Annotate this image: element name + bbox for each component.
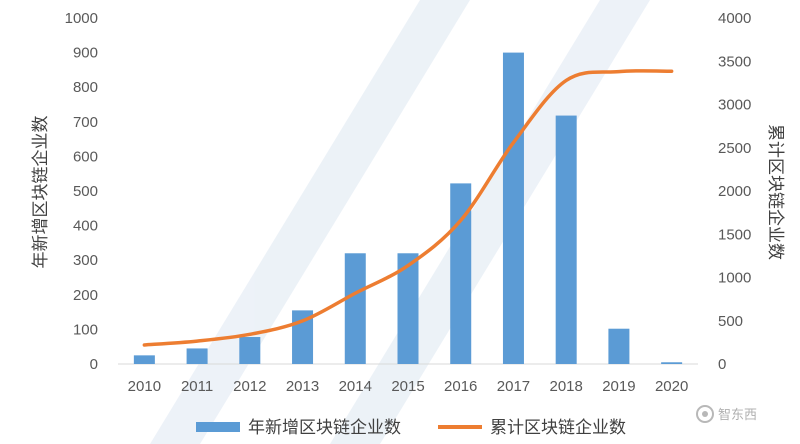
left-tick-label: 200 (73, 287, 98, 304)
left-tick-label: 900 (73, 45, 98, 62)
right-tick-label: 1000 (718, 270, 751, 287)
x-tick-label: 2017 (497, 378, 530, 395)
left-tick-label: 800 (73, 79, 98, 96)
left-tick-label: 300 (73, 252, 98, 269)
left-tick-label: 1000 (65, 10, 98, 27)
right-tick-label: 0 (718, 356, 726, 373)
bar (239, 337, 261, 364)
left-tick-label: 600 (73, 148, 98, 165)
bar (133, 355, 155, 364)
right-tick-label: 3000 (718, 97, 751, 114)
x-tick-label: 2011 (181, 378, 213, 395)
left-tick-label: 400 (73, 218, 98, 235)
bar (661, 362, 683, 364)
left-tick-label: 0 (90, 356, 98, 373)
bar (186, 348, 208, 364)
x-tick-label: 2016 (444, 378, 477, 395)
bar (397, 253, 419, 364)
legend: 年新增区块链企业数 累计区块链企业数 (196, 418, 626, 438)
bar (502, 52, 524, 364)
right-tick-label: 2500 (718, 140, 751, 157)
legend-swatch-bar (196, 422, 240, 432)
watermark-label: 智东西 (718, 408, 757, 423)
right-tick-label: 500 (718, 313, 743, 330)
x-tick-label: 2018 (549, 378, 582, 395)
x-tick-label: 2014 (339, 378, 372, 395)
right-tick-label: 3500 (718, 53, 751, 70)
zhidx-logo-icon (696, 405, 714, 423)
left-tick-label: 100 (73, 321, 98, 338)
plot-area: 0 100 200 300 400 500 600 700 800 900 1000 0 500 1000… (65, 10, 752, 395)
bar (555, 115, 577, 365)
right-axis-title: 累计区块链企业数 (765, 124, 785, 260)
x-tick-label: 2013 (286, 378, 319, 395)
bar (344, 253, 366, 364)
x-tick-label: 2012 (233, 378, 266, 395)
cumulative-line (142, 69, 674, 347)
corner-watermark: 智东西 (696, 405, 757, 423)
left-tick-label: 700 (73, 114, 98, 131)
bar (608, 328, 630, 364)
x-tick-label: 2015 (391, 378, 424, 395)
legend-label-bar: 年新增区块链企业数 (248, 418, 401, 438)
x-tick-label: 2020 (655, 378, 688, 395)
left-tick-label: 500 (73, 183, 98, 200)
legend-label-line: 累计区块链企业数 (490, 418, 626, 438)
x-tick-label: 2019 (602, 378, 635, 395)
right-tick-label: 4000 (718, 10, 751, 27)
right-tick-label: 2000 (718, 183, 751, 200)
left-axis-title: 年新增区块链企业数 (31, 116, 51, 269)
right-tick-label: 1500 (718, 226, 751, 243)
x-tick-label: 2010 (128, 378, 161, 395)
